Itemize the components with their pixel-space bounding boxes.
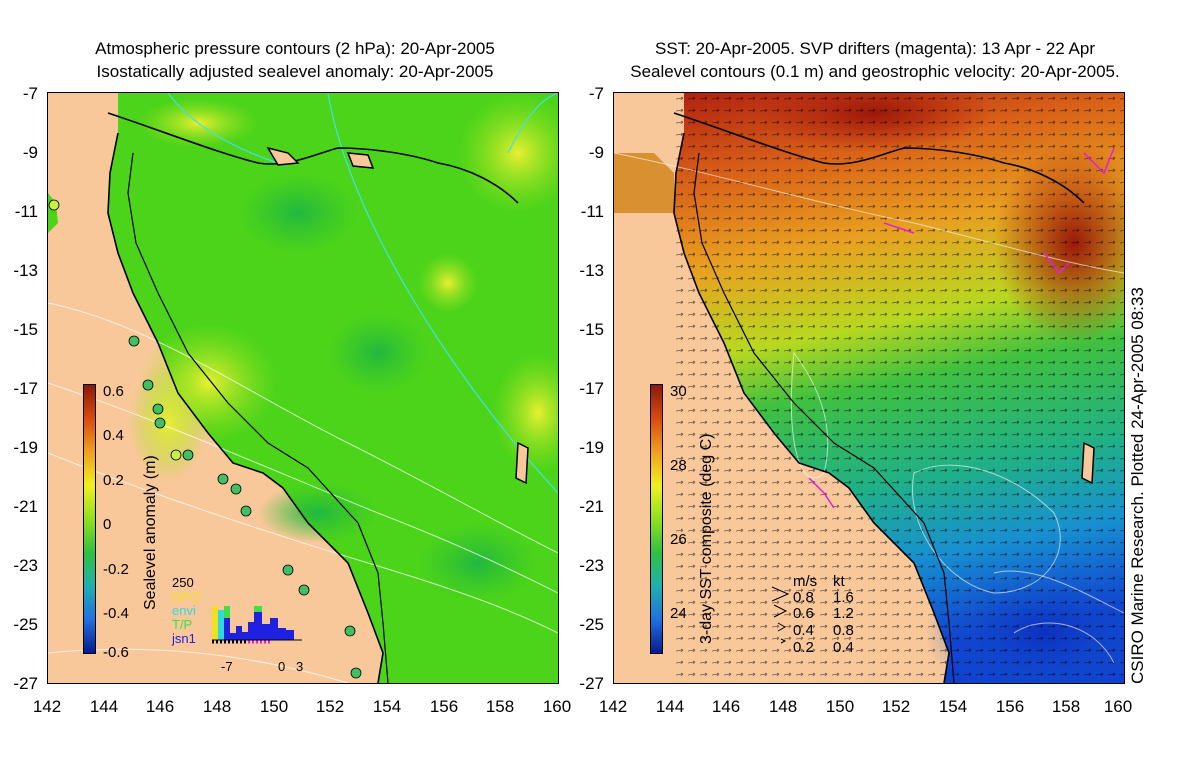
sealevel-tick-4: -0.2: [103, 561, 129, 578]
left-ytick-3: -13: [13, 261, 38, 280]
right-ytick-1: -9: [588, 143, 604, 162]
left-ytick-7: -21: [13, 497, 38, 516]
sst-tick-1: 28: [670, 457, 687, 474]
left-ytick-9: -25: [13, 615, 38, 634]
left-xtick-1: 144: [89, 697, 119, 716]
right-ytick-9: -25: [579, 615, 604, 634]
right-xtick-7: 156: [995, 697, 1025, 716]
sealevel-tick-6: -0.6: [103, 644, 129, 661]
right-ytick-4: -15: [579, 320, 604, 339]
sealevel-colorbar: [83, 384, 96, 654]
velocity-key-kt-0: 1.6: [833, 589, 854, 606]
left-title-line2: Isostatically adjusted sealevel anomaly:…: [96, 62, 494, 81]
sealevel-anomaly-map-graphic: [48, 93, 558, 683]
sst-tick-0: 30: [670, 383, 687, 400]
velocity-key-ms-3: 0.2: [793, 639, 814, 656]
left-xtick-2: 146: [145, 697, 175, 716]
left-ytick-0: -7: [22, 84, 38, 103]
sealevel-anomaly-map: [47, 92, 559, 684]
histogram-legend-gfo: GFO: [172, 589, 201, 604]
velocity-key-header-ms: m/s: [793, 573, 818, 590]
right-ytick-7: -21: [579, 497, 604, 516]
right-xtick-5: 152: [881, 697, 911, 716]
sealevel-tick-5: -0.4: [103, 605, 129, 622]
sst-colorbar: [650, 384, 663, 654]
left-xtick-5: 152: [315, 697, 345, 716]
histogram-legend-tp: T/P: [172, 617, 193, 632]
right-xtick-8: 158: [1051, 697, 1081, 716]
left-ytick-8: -23: [13, 556, 38, 575]
right-xtick-0: 142: [598, 697, 628, 716]
left-ytick-4: -15: [13, 320, 38, 339]
right-ytick-2: -11: [580, 202, 604, 221]
right-xtick-3: 148: [768, 697, 798, 716]
right-xtick-1: 144: [655, 697, 685, 716]
plot-credit: CSIRO Marine Research. Plotted 24-Apr-20…: [1128, 287, 1147, 684]
right-xtick-2: 146: [711, 697, 741, 716]
left-xtick-7: 156: [429, 697, 459, 716]
altimeter-histogram: [212, 606, 302, 644]
right-title-line1: SST: 20-Apr-2005. SVP drifters (magenta)…: [654, 39, 1096, 58]
left-ytick-5: -17: [13, 379, 38, 398]
right-ytick-8: -23: [579, 556, 604, 575]
left-ytick-6: -19: [13, 438, 38, 457]
left-ytick-2: -11: [14, 202, 38, 221]
left-xtick-4: 150: [259, 697, 289, 716]
left-ytick-1: -9: [22, 143, 38, 162]
sealevel-tick-1: 0.4: [103, 427, 124, 444]
velocity-key-kt-2: 0.8: [833, 622, 854, 639]
velocity-key-arrows: [771, 586, 790, 644]
right-ytick-3: -13: [579, 261, 604, 280]
sealevel-tick-3: 0: [103, 516, 112, 533]
velocity-key-ms-0: 0.8: [793, 589, 814, 606]
right-xtick-9: 160: [1103, 697, 1133, 716]
sealevel-colorbar-label: Sealevel anomaly (m): [142, 455, 159, 610]
histogram-xtick-1: 0: [278, 659, 286, 674]
right-xtick-4: 150: [825, 697, 855, 716]
velocity-key-kt-3: 0.4: [833, 639, 854, 656]
velocity-key-kt-1: 1.2: [833, 605, 854, 622]
velocity-key-ms-1: 0.6: [793, 605, 814, 622]
left-title-line1: Atmospheric pressure contours (2 hPa): 2…: [95, 39, 495, 58]
right-ytick-10: -27: [579, 674, 604, 693]
right-title-line2: Sealevel contours (0.1 m) and geostrophi…: [630, 62, 1120, 81]
left-xtick-6: 154: [372, 697, 402, 716]
right-ytick-5: -17: [579, 379, 604, 398]
velocity-key-header-kt: kt: [833, 573, 845, 590]
right-xtick-6: 154: [938, 697, 968, 716]
histogram-xtick-0: -7: [221, 659, 233, 674]
sst-tick-2: 26: [670, 531, 687, 548]
left-xtick-8: 158: [485, 697, 515, 716]
histogram-xtick-2: 3: [296, 659, 304, 674]
sst-tick-3: 24: [670, 605, 687, 622]
left-xtick-0: 142: [32, 697, 62, 716]
sst-map: [613, 92, 1125, 684]
sst-colorbar-label: 3-day SST composite (deg C): [698, 433, 715, 644]
sst-map-graphic: [614, 93, 1124, 683]
left-ytick-10: -27: [13, 674, 38, 693]
histogram-ymax: 250: [172, 575, 194, 590]
velocity-key-ms-2: 0.4: [793, 622, 814, 639]
sealevel-tick-0: 0.6: [103, 383, 124, 400]
histogram-legend-jsn1: jsn1: [172, 631, 196, 646]
histogram-legend-envi: envi: [172, 603, 196, 618]
left-xtick-3: 148: [202, 697, 232, 716]
right-ytick-6: -19: [579, 438, 604, 457]
right-ytick-0: -7: [588, 84, 604, 103]
left-xtick-9: 160: [542, 697, 572, 716]
sealevel-tick-2: 0.2: [103, 472, 124, 489]
